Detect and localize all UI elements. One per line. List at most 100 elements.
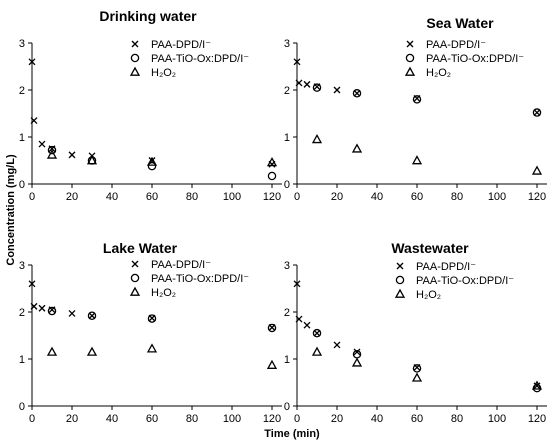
data-point bbox=[146, 156, 158, 166]
y-tick-label: 3 bbox=[19, 260, 25, 272]
data-point bbox=[267, 171, 277, 181]
data-series bbox=[293, 280, 541, 390]
data-point bbox=[533, 109, 541, 117]
data-series bbox=[311, 134, 543, 175]
data-point bbox=[531, 380, 543, 390]
data-point bbox=[412, 95, 422, 104]
data-point bbox=[311, 134, 323, 144]
x-tick-label: 60 bbox=[146, 413, 158, 425]
x-tick-label: 100 bbox=[488, 413, 506, 425]
legend-marker bbox=[131, 260, 139, 268]
data-point bbox=[86, 155, 98, 165]
x-tick-label: 60 bbox=[411, 191, 423, 203]
y-tick-label: 2 bbox=[19, 85, 25, 97]
legend-marker bbox=[396, 262, 404, 270]
data-point bbox=[30, 117, 38, 125]
y-tick-label: 3 bbox=[19, 38, 25, 50]
data-point bbox=[311, 346, 323, 356]
y-tick-label: 3 bbox=[284, 38, 290, 50]
legend-label: PAA-DPD/I⁻ bbox=[426, 39, 486, 51]
x-axis-label: Time (min) bbox=[264, 428, 320, 440]
data-point bbox=[351, 143, 363, 153]
x-tick-label: 100 bbox=[488, 191, 506, 203]
x-tick-label: 100 bbox=[223, 413, 241, 425]
x-tick-label: 60 bbox=[411, 413, 423, 425]
data-point bbox=[38, 304, 46, 312]
legend: PAA-DPD/I⁻ PAA-TiO-Ox:DPD/I⁻ H₂O₂ bbox=[394, 261, 514, 301]
data-point bbox=[266, 157, 278, 167]
data-point bbox=[146, 343, 158, 353]
legend-label: H₂O₂ bbox=[416, 289, 441, 301]
legend-marker bbox=[405, 53, 415, 63]
data-point bbox=[28, 58, 36, 66]
legend-marker bbox=[130, 53, 140, 63]
x-tick-label: 0 bbox=[29, 191, 35, 203]
data-point bbox=[293, 58, 301, 66]
x-tick-label: 120 bbox=[263, 191, 281, 203]
y-tick-label: 1 bbox=[284, 132, 290, 144]
y-tick-label: 2 bbox=[284, 307, 290, 319]
legend-marker bbox=[395, 275, 405, 285]
x-tick-label: 80 bbox=[186, 413, 198, 425]
data-point bbox=[46, 149, 58, 159]
x-tick-label: 0 bbox=[29, 413, 35, 425]
legend-label: PAA-DPD/I⁻ bbox=[151, 39, 211, 51]
legend-label: PAA-TiO-Ox:DPD/I⁻ bbox=[151, 53, 249, 65]
x-tick-label: 20 bbox=[66, 413, 78, 425]
legend-label: PAA-TiO-Ox:DPD/I⁻ bbox=[416, 275, 514, 287]
x-tick-label: 0 bbox=[294, 191, 300, 203]
data-point bbox=[411, 372, 423, 382]
x-tick-label: 120 bbox=[528, 191, 546, 203]
legend-label: PAA-DPD/I⁻ bbox=[151, 259, 211, 271]
x-tick-label: 20 bbox=[331, 191, 343, 203]
data-point bbox=[333, 86, 341, 94]
data-point bbox=[351, 357, 363, 367]
data-point bbox=[47, 145, 57, 155]
y-tick-label: 1 bbox=[19, 132, 25, 144]
data-point bbox=[266, 359, 278, 369]
x-tick-label: 80 bbox=[451, 413, 463, 425]
data-point bbox=[313, 329, 321, 337]
y-tick-label: 2 bbox=[284, 85, 290, 97]
data-series bbox=[46, 149, 278, 167]
x-tick-label: 120 bbox=[263, 413, 281, 425]
legend-label: H₂O₂ bbox=[151, 287, 176, 299]
data-series bbox=[312, 83, 542, 117]
legend-label: PAA-TiO-Ox:DPD/I⁻ bbox=[426, 53, 524, 65]
chart-title: Lake Water bbox=[103, 240, 178, 256]
data-point bbox=[295, 315, 303, 323]
legend-marker bbox=[129, 286, 141, 296]
x-tick-label: 40 bbox=[371, 413, 383, 425]
x-tick-label: 20 bbox=[66, 191, 78, 203]
chart-title: Drinking water bbox=[99, 8, 197, 24]
data-point bbox=[353, 89, 361, 97]
data-point bbox=[352, 89, 362, 98]
chart-panel: Drinking water 0 1 2 3 0 20 40 60 80 100 120 PAA-DPD… bbox=[19, 8, 282, 203]
chart-title: Wastewater bbox=[391, 240, 469, 256]
data-point bbox=[353, 348, 361, 356]
data-point bbox=[533, 382, 541, 390]
data-series bbox=[46, 343, 278, 369]
x-tick-label: 40 bbox=[106, 191, 118, 203]
data-series bbox=[293, 58, 541, 117]
y-tick-label: 1 bbox=[19, 354, 25, 366]
data-point bbox=[68, 151, 76, 159]
y-axis-label: Concentration (mg/L) bbox=[5, 154, 17, 266]
x-tick-label: 80 bbox=[451, 191, 463, 203]
data-series bbox=[47, 145, 277, 181]
data-point bbox=[411, 155, 423, 165]
x-tick-label: 60 bbox=[146, 191, 158, 203]
data-point bbox=[28, 280, 36, 288]
x-tick-label: 0 bbox=[294, 413, 300, 425]
data-point bbox=[295, 79, 303, 87]
data-point bbox=[47, 306, 57, 316]
x-tick-label: 20 bbox=[331, 413, 343, 425]
legend-label: PAA-TiO-Ox:DPD/I⁻ bbox=[151, 273, 249, 285]
x-tick-label: 100 bbox=[223, 191, 241, 203]
data-point bbox=[46, 346, 58, 356]
